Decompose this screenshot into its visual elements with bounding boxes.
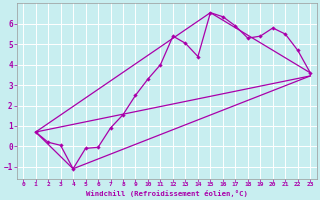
X-axis label: Windchill (Refroidissement éolien,°C): Windchill (Refroidissement éolien,°C)	[86, 190, 248, 197]
